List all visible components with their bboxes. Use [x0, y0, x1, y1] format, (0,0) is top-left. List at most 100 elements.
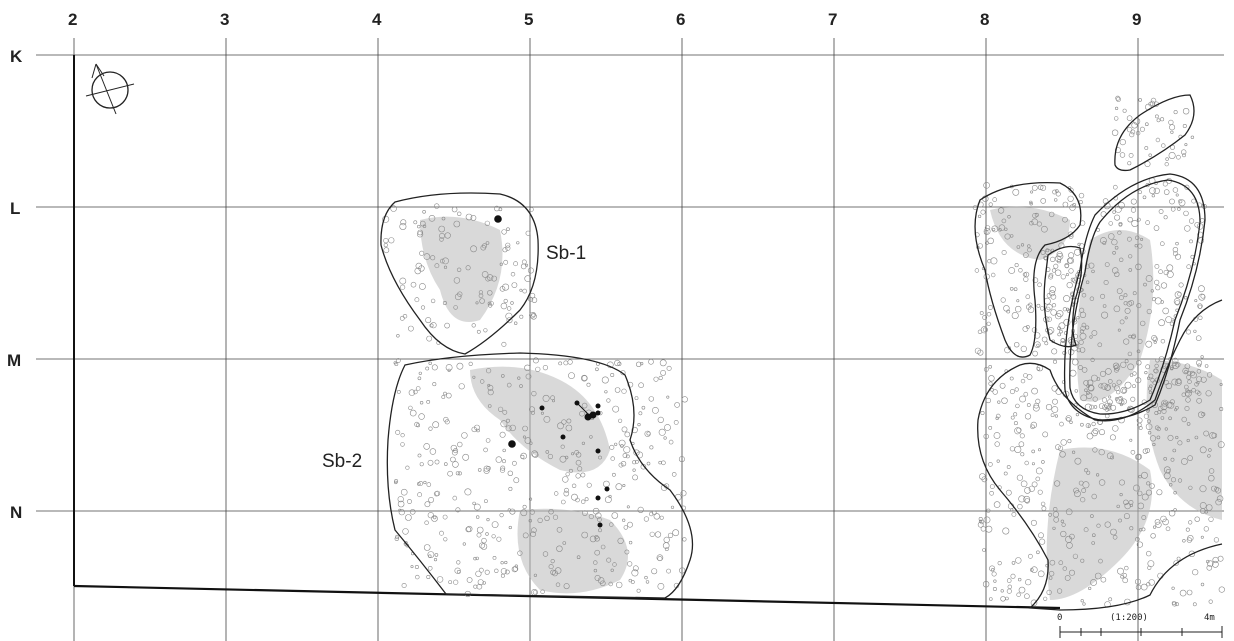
stone-mark [1129, 438, 1133, 442]
stone-mark [1127, 236, 1132, 242]
stone-mark [668, 439, 674, 445]
stone-mark [1173, 491, 1177, 495]
stone-mark [478, 567, 484, 573]
stone-mark [623, 525, 628, 530]
stone-mark [1148, 101, 1154, 107]
stone-mark [508, 486, 513, 491]
stone-mark [1040, 184, 1047, 191]
stone-mark [1173, 110, 1178, 115]
stone-mark [1009, 389, 1015, 395]
stone-mark [540, 589, 545, 594]
stone-mark [560, 444, 565, 449]
stone-mark [1067, 439, 1072, 444]
stone-mark [1089, 404, 1095, 410]
stone-mark [1175, 193, 1179, 197]
stone-mark [522, 288, 528, 294]
stone-mark [519, 288, 523, 292]
stone-mark [1014, 305, 1022, 313]
stone-mark [1043, 297, 1051, 305]
stone-mark [593, 568, 598, 573]
stone-mark [1014, 445, 1022, 453]
stone-mark [1115, 95, 1121, 101]
stone-mark [984, 225, 991, 231]
stone-mark [1151, 334, 1157, 341]
stone-mark [1191, 198, 1197, 204]
stone-mark [422, 210, 426, 214]
stone-mark [433, 557, 438, 562]
stone-mark [653, 376, 659, 382]
stone-mark [398, 508, 402, 512]
stone-mark [1167, 434, 1174, 441]
stone-mark [1025, 579, 1032, 586]
stone-mark [443, 391, 447, 396]
stone-mark [1188, 218, 1195, 224]
stone-mark [1005, 489, 1012, 496]
stone-mark [551, 570, 558, 577]
stone-mark [1149, 384, 1153, 388]
stone-mark [663, 536, 670, 544]
stone-mark [433, 491, 440, 497]
stone-mark [1043, 596, 1048, 601]
stone-mark [1215, 498, 1222, 506]
artifact-dot [595, 410, 601, 416]
stone-mark [506, 382, 512, 388]
stone-mark [680, 490, 687, 497]
stone-mark [1019, 433, 1025, 439]
stone-mark [486, 368, 492, 374]
stone-mark [998, 224, 1006, 231]
stone-mark [1209, 432, 1216, 439]
stone-mark [1184, 405, 1190, 411]
stone-mark [535, 366, 541, 372]
stone-mark [1185, 397, 1191, 403]
stone-mark [1062, 566, 1068, 571]
stone-mark [487, 301, 492, 306]
stone-mark [589, 435, 593, 439]
stone-mark [505, 242, 511, 248]
stone-mark [1118, 257, 1124, 262]
stone-mark [1081, 293, 1087, 298]
stone-mark [1175, 253, 1182, 260]
stone-mark [982, 548, 986, 552]
stone-mark [997, 207, 1005, 214]
stone-mark [491, 275, 497, 282]
stone-mark [1046, 303, 1053, 311]
stone-mark [989, 490, 994, 496]
stone-mark [1006, 465, 1011, 469]
stone-mark [620, 444, 624, 448]
stone-mark [1168, 483, 1173, 487]
stone-mark [529, 312, 536, 319]
stone-mark [1064, 575, 1071, 581]
stone-mark [568, 372, 575, 379]
stone-mark [1124, 316, 1128, 320]
stone-mark [988, 381, 993, 386]
stone-mark [621, 426, 628, 433]
stone-mark [1132, 371, 1137, 376]
stone-mark [1028, 553, 1033, 559]
stone-mark [1004, 227, 1008, 232]
stone-mark [661, 460, 666, 466]
stone-mark [1073, 487, 1079, 494]
stone-mark [1117, 328, 1121, 332]
stone-mark [1015, 403, 1020, 409]
stone-mark [1148, 373, 1154, 379]
stone-mark [1114, 214, 1121, 221]
stone-mark [388, 237, 395, 244]
stone-mark [674, 402, 680, 408]
stone-mark [1150, 533, 1156, 539]
stone-mark [432, 382, 437, 387]
stone-mark [473, 503, 481, 511]
stone-mark [657, 556, 663, 562]
stone-mark [1018, 495, 1026, 503]
stone-mark [419, 220, 426, 227]
stone-mark [989, 484, 995, 489]
stone-mark [651, 510, 657, 516]
feature-outline-upper-right [1114, 94, 1195, 172]
row-label: M [7, 351, 21, 370]
stone-mark [652, 406, 659, 414]
stone-concentrations [420, 206, 1222, 600]
stone-mark [1109, 434, 1116, 441]
stone-mark [1127, 217, 1133, 223]
stone-mark [1141, 471, 1148, 479]
stone-mark [1022, 326, 1029, 332]
stone-mark [1096, 377, 1101, 381]
